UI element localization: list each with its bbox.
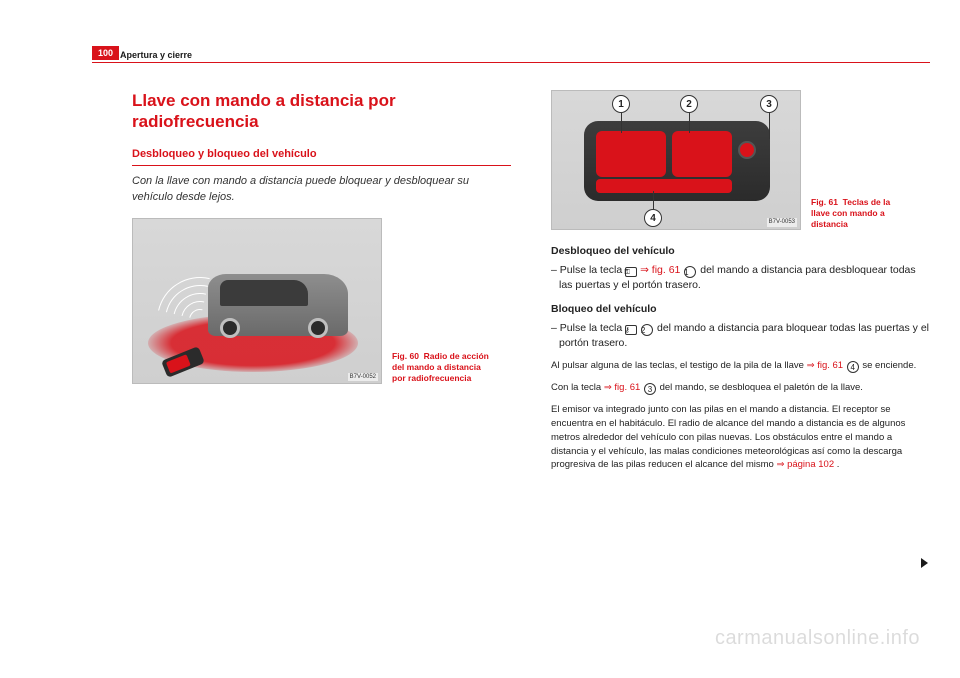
- unlock-icon: ⚿: [625, 267, 637, 277]
- right-column: 1 2 3 4 B7V-0053 Fig. 61 Teclas de la ll…: [551, 90, 930, 658]
- p-text: El emisor va integrado junto con las pil…: [551, 404, 905, 470]
- lock-pad: [672, 131, 732, 177]
- main-heading: Llave con mando a distancia por radiofre…: [132, 90, 511, 133]
- fig-ref: ⇒ fig. 61: [640, 264, 680, 276]
- figure-61: 1 2 3 4 B7V-0053 Fig. 61 Teclas de la ll…: [551, 90, 930, 230]
- intro-text: Con la llave con mando a distancia puede…: [132, 174, 511, 206]
- callout-4: 4: [644, 209, 662, 227]
- fig-ref: ⇒ fig. 61: [604, 382, 640, 393]
- image-code: B7V-0052: [348, 373, 378, 382]
- paragraph-blade: Con la tecla ⇒ fig. 61 3 del mando, se d…: [551, 381, 930, 395]
- lock-icon: ⚷: [625, 325, 637, 335]
- watermark: carmanualsonline.info: [715, 627, 920, 650]
- ref-number: 3: [644, 383, 656, 395]
- callout-1: 1: [612, 95, 630, 113]
- figure-60-caption: Fig. 60 Radio de acción del mando a dist…: [392, 351, 492, 384]
- figure-label: Fig. 61: [811, 197, 838, 207]
- leader-line: [621, 113, 622, 133]
- fig-ref: ⇒ fig. 61: [807, 360, 843, 371]
- callout-3: 3: [760, 95, 778, 113]
- p-text: .: [834, 459, 839, 470]
- sub-heading-rule: [132, 165, 511, 166]
- paragraph-range: El emisor va integrado junto con las pil…: [551, 403, 930, 472]
- left-column: Llave con mando a distancia por radiofre…: [132, 90, 511, 658]
- p-text: Al pulsar alguna de las teclas, el testi…: [551, 360, 807, 371]
- heading-line2: radiofrecuencia: [132, 112, 259, 131]
- leader-line: [653, 191, 654, 209]
- paragraph-led: Al pulsar alguna de las teclas, el testi…: [551, 359, 930, 373]
- figure-60: B7V-0052 Fig. 60 Radio de acción del man…: [132, 218, 511, 384]
- ref-number: 2: [641, 324, 653, 336]
- page-number: 100: [92, 46, 119, 60]
- sub-heading: Desbloqueo y bloqueo del vehículo: [132, 147, 511, 163]
- section-title: Apertura y cierre: [120, 50, 192, 60]
- key-strip: [596, 179, 732, 193]
- wheel-icon: [308, 318, 328, 338]
- figure-60-image: B7V-0052: [132, 218, 382, 384]
- unlock-bullet: Pulse la tecla ⚿ ⇒ fig. 61 1 del mando a…: [559, 263, 930, 293]
- key-led: [738, 141, 756, 159]
- heading-line1: Llave con mando a distancia por: [132, 91, 396, 110]
- bullet-text: Pulse la tecla: [560, 322, 622, 334]
- header-rule: [92, 62, 930, 63]
- content: Llave con mando a distancia por radiofre…: [132, 90, 930, 658]
- ref-number: 4: [847, 361, 859, 373]
- p-text: se enciende.: [860, 360, 917, 371]
- leader-line: [769, 113, 770, 139]
- image-code: B7V-0053: [767, 218, 797, 227]
- figure-61-image: 1 2 3 4 B7V-0053: [551, 90, 801, 230]
- leader-line: [689, 113, 690, 133]
- lock-heading: Bloqueo del vehículo: [551, 302, 930, 317]
- key-body: [584, 121, 770, 201]
- lock-bullet: Pulse la tecla ⚷ 2 del mando a distancia…: [559, 321, 930, 351]
- p-text: Con la tecla: [551, 382, 604, 393]
- page-ref: ⇒ página 102: [776, 459, 834, 470]
- p-text: del mando, se desbloquea el paletón de l…: [657, 382, 863, 393]
- unlock-pad: [596, 131, 666, 177]
- figure-label: Fig. 60: [392, 351, 419, 361]
- callout-2: 2: [680, 95, 698, 113]
- bullet-text: Pulse la tecla: [560, 264, 622, 276]
- unlock-heading: Desbloqueo del vehículo: [551, 244, 930, 259]
- continue-arrow-icon: [921, 558, 928, 568]
- figure-61-caption: Fig. 61 Teclas de la llave con mando a d…: [811, 197, 911, 230]
- ref-number: 1: [684, 266, 696, 278]
